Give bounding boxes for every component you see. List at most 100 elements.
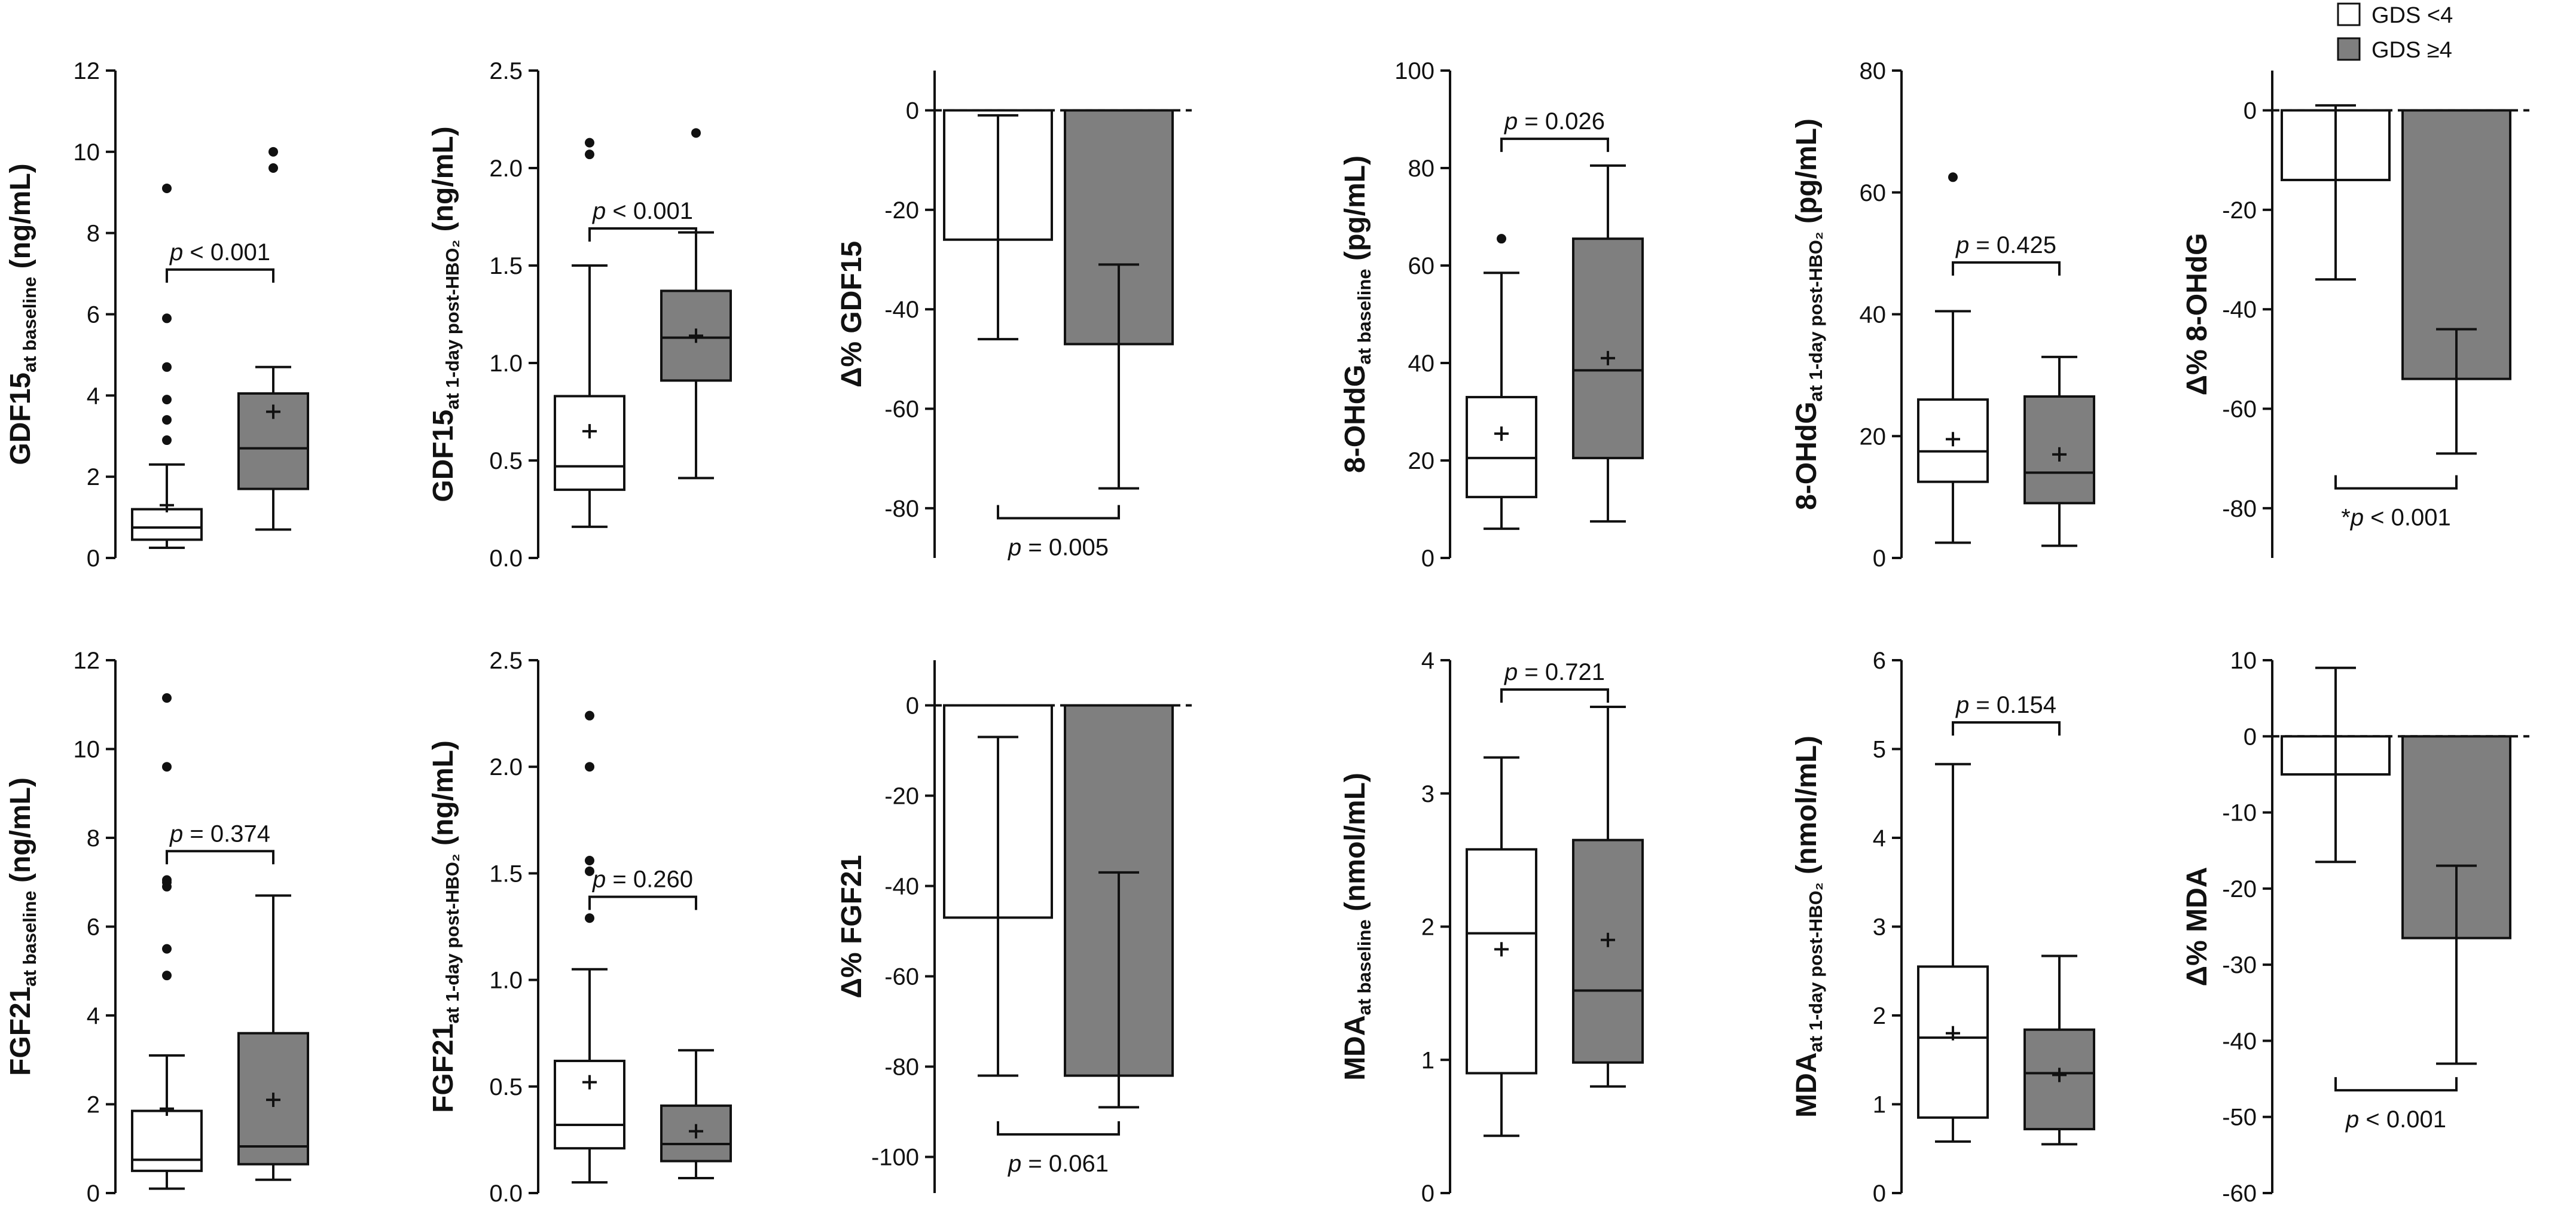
- y-tick-label: 100: [1394, 58, 1434, 84]
- y-tick-label: 80: [1408, 155, 1435, 182]
- y-tick-label: 0: [906, 693, 919, 719]
- y-tick-label: -20: [884, 783, 919, 810]
- significance-bracket: [2334, 475, 2458, 490]
- y-tick-label: 20: [1408, 448, 1435, 474]
- y-axis-label: GDF15at baseline (ng/mL): [5, 163, 40, 465]
- y-tick-label: -60: [884, 964, 919, 990]
- legend-label-gds-lt4: GDS <4: [2371, 3, 2453, 28]
- outlier-point: [162, 693, 172, 703]
- significance-bracket: [1500, 138, 1609, 152]
- y-tick-label: 6: [87, 914, 100, 941]
- legend-label-gds-ge4: GDS ≥4: [2371, 38, 2452, 63]
- p-value-label: p = 0.721: [1504, 659, 1605, 685]
- p-value-label: p < 0.001: [592, 198, 693, 224]
- legend-swatch-gds-lt4: [2337, 2, 2361, 26]
- y-axis-label: GDF15at 1-day post-HBO₂ (ng/mL): [428, 126, 463, 502]
- y-tick-label: 0: [2244, 724, 2257, 750]
- y-tick-label: 1: [1873, 1092, 1886, 1118]
- bar-group-gds-ge4: [2401, 735, 2511, 1065]
- y-axis-label: MDAat 1-day post-HBO₂ (nmol/mL): [1791, 736, 1826, 1118]
- y-tick-label: 6: [87, 302, 100, 328]
- y-tick-label: 0: [1421, 545, 1434, 572]
- y-tick-label: 1.0: [489, 968, 523, 994]
- y-tick-label: 8: [87, 221, 100, 247]
- bar-group-gds-ge4: [1064, 109, 1174, 490]
- y-tick-label: 80: [1860, 58, 1887, 84]
- p-value-label: *p < 0.001: [2341, 505, 2451, 531]
- y-axis-label: FGF21at 1-day post-HBO₂ (ng/mL): [428, 740, 463, 1113]
- outlier-point: [585, 710, 594, 721]
- bar-group-gds-lt4: [2281, 666, 2391, 864]
- y-axis-label: Δ% 8-OHdG: [2181, 233, 2213, 396]
- legend: GDS <4 GDS ≥4: [2337, 2, 2453, 63]
- y-tick-label: 0: [2244, 98, 2257, 124]
- y-tick-label: -50: [2222, 1105, 2257, 1131]
- y-tick-label: 8: [87, 825, 100, 852]
- box-group-gds-lt4: [554, 138, 625, 528]
- panel-ohdg-baseline: 0 20 40 60 80 100 8-OHdGat baseline (pg/mL) p =…: [1339, 58, 1644, 572]
- y-axis-label: Δ% GDF15: [836, 241, 868, 388]
- y-tick-label: -30: [2222, 952, 2257, 978]
- outlier-point: [162, 313, 172, 324]
- box-iqr: [554, 395, 625, 491]
- y-tick-label: 60: [1860, 180, 1887, 206]
- box-iqr: [1917, 965, 1989, 1119]
- p-value-label: p < 0.001: [169, 239, 270, 266]
- outlier-point: [162, 971, 172, 981]
- outlier-point: [691, 128, 701, 138]
- panel-delta-fgf21: 0 -20 -40 -60 -80 -100 Δ% FGF21 p = 0.061: [836, 660, 1192, 1193]
- significance-bracket: [997, 1121, 1120, 1136]
- y-axis-label: Δ% FGF21: [836, 855, 868, 999]
- box-group-gds-lt4: [554, 710, 625, 1184]
- y-tick-label: -80: [884, 496, 919, 522]
- y-tick-label: 0: [87, 545, 100, 572]
- y-tick-label: 10: [74, 139, 100, 166]
- y-tick-label: 60: [1408, 253, 1435, 279]
- p-value-label: p = 0.005: [1008, 534, 1109, 560]
- y-tick-label: 0.5: [489, 448, 523, 474]
- y-tick-label: -60: [2222, 1181, 2257, 1207]
- outlier-point: [1948, 172, 1958, 182]
- y-axis-label: 8-OHdGat 1-day post-HBO₂ (pg/mL): [1791, 118, 1826, 510]
- panel-mda-post: 0 1 2 3 4 5 6 MDAat 1-day post-HBO₂ (nmol/mL) p …: [1791, 648, 2095, 1207]
- y-tick-label: 4: [87, 1003, 100, 1029]
- outlier-point: [585, 762, 594, 772]
- y-tick-label: 12: [74, 58, 100, 84]
- y-tick-label: 0.0: [489, 545, 523, 572]
- y-tick-label: -40: [2222, 1028, 2257, 1054]
- y-tick-label: 4: [1421, 648, 1434, 674]
- bar-group-gds-lt4: [943, 704, 1053, 1077]
- y-tick-label: -20: [2222, 197, 2257, 224]
- outlier-point: [162, 415, 172, 425]
- y-tick-label: 0: [906, 98, 919, 124]
- p-value-label: p = 0.374: [169, 820, 270, 847]
- outlier-point: [268, 163, 278, 173]
- box-group-gds-ge4: [1572, 705, 1644, 1088]
- y-tick-label: 6: [1873, 648, 1886, 674]
- y-tick-label: 4: [1873, 825, 1886, 852]
- box-iqr: [1466, 848, 1537, 1075]
- outlier-point: [162, 362, 172, 372]
- y-tick-label: 5: [1873, 737, 1886, 763]
- y-tick-label: 2: [1421, 914, 1434, 941]
- y-tick-label: -100: [871, 1145, 919, 1171]
- panel-ohdg-post: 0 20 40 60 80 8-OHdGat 1-day post-HBO₂ (pg/mL…: [1791, 58, 2095, 572]
- y-tick-label: 12: [74, 648, 100, 674]
- p-value-label: p = 0.425: [1955, 232, 2056, 258]
- y-tick-label: -80: [884, 1054, 919, 1081]
- y-tick-label: -40: [884, 874, 919, 900]
- y-axis-label: Δ% MDA: [2181, 867, 2213, 987]
- box-iqr: [1466, 396, 1537, 499]
- y-tick-label: 0.5: [489, 1074, 523, 1100]
- legend-swatch-gds-ge4: [2337, 37, 2361, 61]
- y-tick-label: 20: [1860, 423, 1887, 450]
- y-tick-label: 10: [2230, 648, 2257, 674]
- panel-fgf21-post: 0.0 0.5 1.0 1.5 2.0 2.5 FGF21at 1-day post-HBO…: [428, 648, 732, 1207]
- box-group-gds-lt4: [1466, 756, 1537, 1137]
- y-tick-label: 2: [87, 1092, 100, 1118]
- panel-fgf21-baseline: 0 2 4 6 8 10 12 FGF21at baseline (ng/mL) p = 0.3…: [5, 648, 309, 1207]
- y-tick-label: -80: [2222, 496, 2257, 522]
- box-group-gds-ge4: [237, 894, 309, 1181]
- y-tick-label: 3: [1421, 781, 1434, 807]
